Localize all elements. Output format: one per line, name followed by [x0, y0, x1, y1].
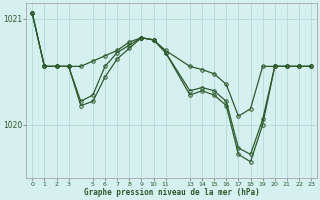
X-axis label: Graphe pression niveau de la mer (hPa): Graphe pression niveau de la mer (hPa) — [84, 188, 260, 197]
